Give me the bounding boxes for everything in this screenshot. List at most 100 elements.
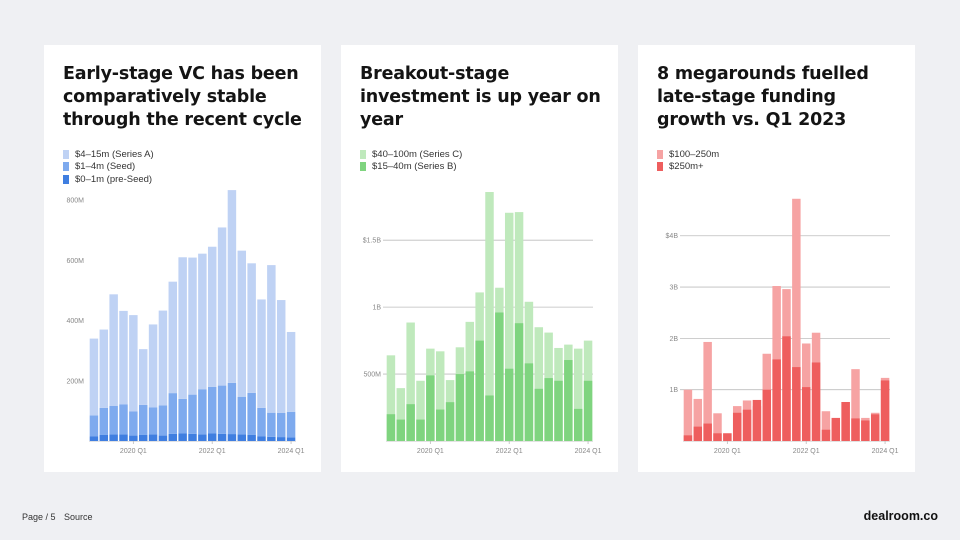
legend-item-100-250m: $100–250m: [657, 148, 719, 161]
bar-1-1-6: [445, 402, 455, 441]
bar-2-1-11: [792, 367, 801, 441]
bar-0-0-11: [198, 434, 207, 441]
bar-1-1-15: [534, 388, 544, 441]
chart-title: Breakout-stage investment is up year on …: [360, 64, 601, 130]
chart-legend: $40–100m (Series C) $15–40m (Series B): [360, 148, 462, 173]
bar-1-1-20: [583, 380, 593, 441]
y-tick-label: 500M: [363, 372, 381, 379]
bar-0-2-6: [148, 324, 158, 408]
bar-0-0-3: [119, 434, 128, 441]
bar-0-0-10: [188, 433, 197, 441]
bar-2-0-1: [693, 398, 703, 441]
bar-0-1-14: [227, 382, 237, 435]
bar-0-1-17: [257, 407, 266, 437]
legend-label: $100–250m: [669, 148, 720, 160]
y-tick-label: $1.5B: [363, 238, 382, 245]
footer-page-info: Page / 5 Source: [22, 512, 93, 522]
x-tick-label: 2020 Q1: [120, 448, 147, 455]
bar-0-0-8: [168, 433, 178, 441]
chart-card-early-stage: Early-stage VC has been comparatively st…: [44, 45, 321, 472]
legend-label: $1–4m (Seed): [75, 161, 136, 173]
legend-label: $0–1m (pre-Seed): [75, 173, 153, 185]
bar-2-1-17: [851, 418, 860, 441]
bar-0-2-17: [257, 299, 266, 408]
bar-1-0-2: [406, 322, 415, 441]
bar-0-0-12: [207, 433, 217, 441]
bar-1-1-13: [514, 323, 524, 441]
bar-0-0-19: [276, 437, 286, 441]
bar-2-1-3: [713, 433, 722, 441]
bar-0-1-8: [168, 393, 178, 434]
bar-0-1-4: [129, 411, 138, 436]
bar-2-1-7: [752, 399, 762, 441]
bar-0-0-20: [286, 437, 296, 441]
bar-0-0-15: [237, 434, 247, 441]
bar-1-0-1: [396, 388, 406, 441]
bar-0-2-11: [198, 253, 207, 390]
chart-legend: $4–15m (Series A) $1–4m (Seed) $0–1m (pr…: [63, 148, 154, 186]
x-tick-label: 2024 Q1: [278, 448, 305, 455]
bar-0-1-0: [89, 415, 99, 437]
bar-1-1-8: [465, 371, 475, 441]
bar-0-0-1: [99, 434, 109, 441]
y-tick-label: 400M: [66, 318, 84, 325]
bar-0-2-4: [129, 315, 138, 412]
y-tick-label: 3B: [669, 285, 678, 292]
bar-1-1-14: [524, 363, 534, 441]
brand-logo-text: dealroom.co: [863, 509, 938, 523]
x-tick-label: 2024 Q1: [872, 448, 899, 455]
x-tick-label: 2022 Q1: [793, 448, 820, 455]
bar-2-1-5: [732, 412, 742, 441]
legend-item-series-a: $4–15m (Series A): [63, 148, 154, 161]
bar-2-1-1: [693, 426, 703, 441]
bar-2-1-14: [821, 429, 831, 441]
bar-0-1-6: [148, 407, 158, 435]
bar-2-1-19: [870, 414, 880, 441]
bar-0-2-19: [276, 300, 286, 413]
y-tick-label: 1B: [669, 387, 678, 394]
bar-0-1-3: [119, 404, 128, 435]
bar-0-1-5: [138, 404, 148, 435]
bar-0-2-7: [158, 310, 168, 406]
bar-0-0-6: [148, 434, 158, 441]
bar-0-1-19: [276, 412, 286, 438]
y-tick-label: 600M: [66, 258, 84, 265]
chart-card-breakout-stage: Breakout-stage investment is up year on …: [341, 45, 618, 472]
legend-swatch: [657, 149, 663, 159]
legend-label: $15–40m (Series B): [372, 161, 457, 173]
bar-1-1-9: [475, 340, 484, 441]
legend-item-seed: $1–4m (Seed): [63, 161, 154, 174]
bar-0-0-13: [217, 433, 227, 441]
chart-title: 8 megarounds fuelled late-stage funding …: [657, 64, 869, 130]
bar-chart-early-stage: 200M 400M 600M 800M 2020 Q1 2022 Q1 2024 Q1: [66, 190, 305, 455]
bar-2-0-2: [703, 341, 712, 441]
bar-2-1-12: [801, 387, 811, 441]
bar-0-0-9: [178, 433, 187, 441]
bar-1-1-17: [554, 380, 563, 441]
bar-1-1-16: [544, 378, 553, 441]
bar-0-1-15: [237, 396, 247, 435]
bar-2-1-2: [703, 423, 712, 441]
legend-label: $4–15m (Series A): [75, 148, 154, 160]
y-tick-label: 200M: [66, 378, 84, 385]
bar-1-0-5: [435, 351, 445, 441]
bar-1-0-10: [485, 192, 494, 441]
legend-swatch: [63, 174, 69, 184]
bar-0-0-18: [267, 436, 276, 441]
bar-1-1-19: [573, 408, 583, 441]
bar-0-2-5: [138, 349, 148, 405]
x-tick-label: 2020 Q1: [417, 448, 444, 455]
legend-swatch: [63, 149, 69, 159]
bar-1-1-3: [416, 419, 425, 441]
source-label: Source: [64, 512, 93, 522]
bar-0-0-16: [247, 434, 256, 441]
bar-0-1-16: [247, 392, 256, 435]
bar-0-2-12: [207, 246, 217, 387]
bar-0-2-20: [286, 331, 296, 412]
bar-1-1-18: [564, 360, 573, 441]
legend-item-series-c: $40–100m (Series C): [360, 148, 462, 161]
bar-0-1-7: [158, 405, 168, 436]
legend-item-series-b: $15–40m (Series B): [360, 161, 462, 174]
legend-item-pre-seed: $0–1m (pre-Seed): [63, 173, 154, 186]
bar-1-0-3: [416, 380, 425, 441]
